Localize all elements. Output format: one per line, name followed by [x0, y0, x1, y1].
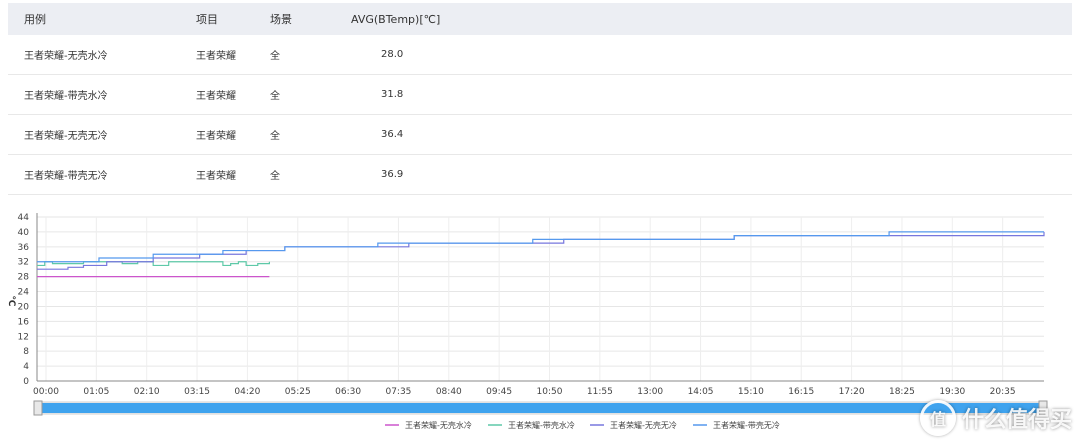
cell-scene: 全 [270, 131, 280, 142]
series-line-3 [37, 231, 1044, 263]
y-tick-label: 12 [18, 332, 29, 342]
legend-label-2: 王者荣耀-无壳无冷 [610, 420, 677, 430]
cell-scene: 全 [270, 171, 280, 182]
summary-table: 用例 项目 场景 AVG(BTemp)[℃] 王者荣耀-无壳水冷 王者荣耀 全 … [8, 3, 1072, 195]
temperature-line-chart: 0 4 8 12 16 20 24 28 32 36 40 44 00:00 01:05 02:10 03:1… [6, 213, 1048, 430]
y-tick-label: 8 [23, 347, 29, 357]
y-tick-label: 20 [18, 302, 30, 312]
cell-case: 王者荣耀-带壳水冷 [24, 91, 108, 102]
zoom-slider[interactable] [33, 400, 1048, 416]
chart-series [37, 231, 1045, 278]
slider-start-handle[interactable] [33, 400, 43, 416]
header-cell-case: 用例 [24, 13, 46, 26]
x-tick-label: 06:30 [335, 387, 361, 397]
x-tick-label: 04:20 [234, 387, 260, 397]
slider-end-handle[interactable] [1038, 400, 1048, 416]
y-tick-label: 40 [18, 228, 30, 238]
cell-scene: 全 [270, 91, 280, 102]
table-row: 王者荣耀-无壳无冷 王者荣耀 全 36.4 [8, 115, 1072, 155]
cell-case: 王者荣耀-带壳无冷 [24, 171, 108, 182]
header-cell-project: 项目 [196, 13, 218, 26]
header-cell-avg-btemp: AVG(BTemp)[℃] [351, 12, 441, 26]
chart-legend: 王者荣耀-无壳水冷 王者荣耀-带壳水冷 王者荣耀-无壳无冷 王者荣耀-带壳无冷 [385, 420, 780, 430]
x-tick-label: 01:05 [83, 387, 109, 397]
x-tick-label: 11:55 [587, 387, 613, 397]
x-tick-label: 05:25 [285, 387, 311, 397]
x-tick-label: 00:00 [33, 387, 59, 397]
x-tick-label: 16:15 [788, 387, 814, 397]
cell-avg: 31.8 [381, 89, 404, 100]
cell-project: 王者荣耀 [196, 171, 236, 182]
x-tick-label: 17:20 [839, 387, 865, 397]
y-tick-label: 0 [23, 377, 29, 387]
legend-label-0: 王者荣耀-无壳水冷 [405, 420, 472, 430]
cell-case: 王者荣耀-无壳水冷 [24, 51, 108, 62]
x-tick-label: 03:15 [184, 387, 210, 397]
cell-scene: 全 [270, 51, 280, 62]
cell-case: 王者荣耀-无壳无冷 [24, 131, 108, 142]
table-row: 王者荣耀-带壳无冷 王者荣耀 全 36.9 [8, 155, 1072, 195]
table-header: 用例 项目 场景 AVG(BTemp)[℃] [8, 3, 1072, 35]
y-tick-label: 36 [18, 243, 30, 253]
site-watermark: 值 什么值得买 [919, 400, 1072, 436]
x-tick-label: 18:25 [889, 387, 915, 397]
cell-project: 王者荣耀 [196, 131, 236, 142]
slider-range [37, 403, 1044, 413]
series-line-1 [37, 261, 270, 267]
series-line-2 [37, 231, 1045, 270]
y-tick-label: 44 [18, 213, 30, 223]
chart-axes: 0 4 8 12 16 20 24 28 32 36 40 44 00:00 01:05 02:10 03:1… [6, 213, 1044, 397]
table-row: 王者荣耀-无壳水冷 王者荣耀 全 28.0 [8, 35, 1072, 75]
y-axis-label: ℃ [6, 296, 16, 307]
x-tick-label: 15:10 [738, 387, 764, 397]
header-cell-scene: 场景 [270, 13, 292, 26]
watermark-logo-icon: 值 [919, 400, 956, 436]
y-tick-label: 32 [18, 258, 29, 268]
cell-avg: 36.4 [381, 129, 404, 140]
x-tick-label: 14:05 [688, 387, 714, 397]
cell-avg: 36.9 [381, 169, 404, 180]
x-tick-label: 10:50 [537, 387, 563, 397]
cell-avg: 28.0 [381, 49, 404, 60]
legend-label-3: 王者荣耀-带壳无冷 [713, 420, 780, 430]
cell-project: 王者荣耀 [196, 51, 236, 62]
y-tick-label: 4 [23, 362, 29, 372]
table-row: 王者荣耀-带壳水冷 王者荣耀 全 31.8 [8, 75, 1072, 115]
cell-project: 王者荣耀 [196, 91, 236, 102]
legend-label-1: 王者荣耀-带壳水冷 [508, 420, 575, 430]
x-tick-label: 07:35 [385, 387, 411, 397]
watermark-text: 什么值得买 [961, 408, 1072, 433]
x-tick-label: 19:30 [939, 387, 965, 397]
x-tick-label: 08:40 [436, 387, 462, 397]
chart-grid [37, 216, 1044, 382]
y-tick-label: 24 [18, 288, 30, 298]
x-tick-label: 13:00 [637, 387, 663, 397]
x-tick-label: 09:45 [486, 387, 512, 397]
y-tick-label: 16 [18, 317, 30, 327]
x-tick-label: 20:35 [990, 387, 1016, 397]
y-tick-label: 28 [18, 273, 30, 283]
x-tick-label: 02:10 [134, 387, 160, 397]
